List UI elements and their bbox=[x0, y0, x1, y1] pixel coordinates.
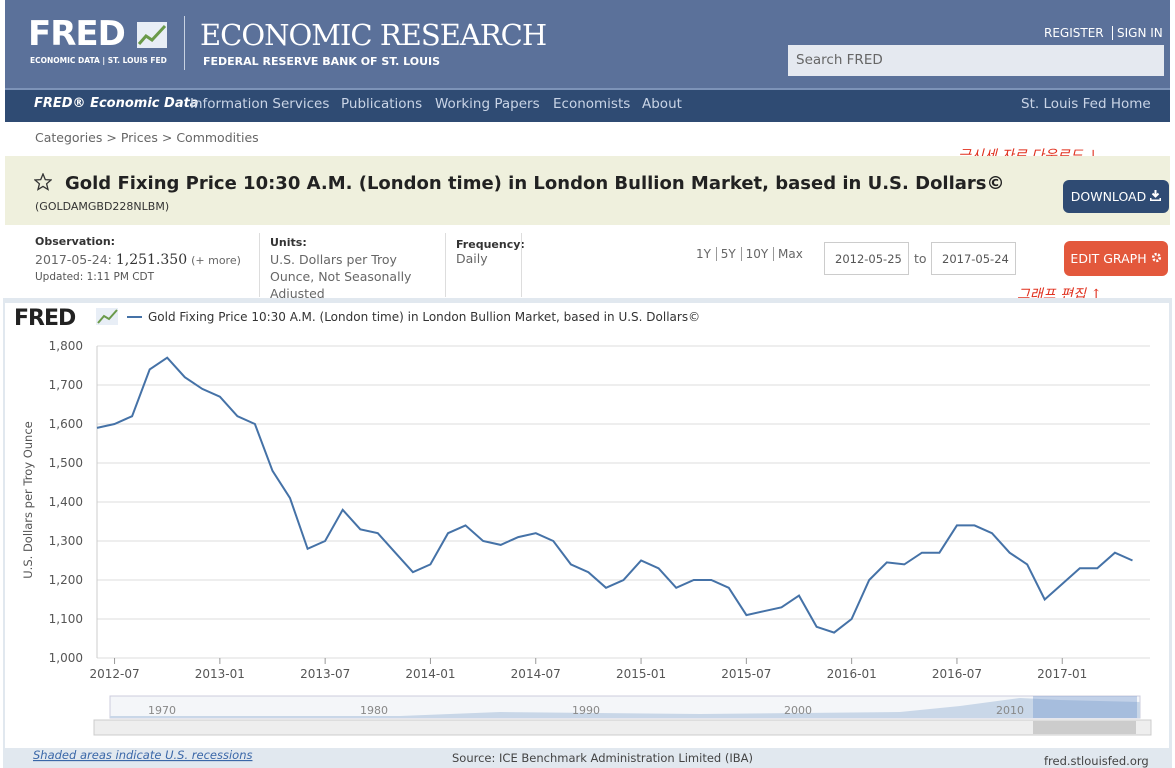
navigator-year: 2000 bbox=[784, 704, 812, 717]
y-tick-label: 1,100 bbox=[49, 612, 83, 626]
crumb[interactable]: Categories bbox=[35, 130, 103, 145]
recession-note[interactable]: Shaded areas indicate U.S. recessions bbox=[33, 748, 252, 762]
search-input[interactable]: Search FRED bbox=[788, 45, 1164, 76]
button-label: DOWNLOAD bbox=[1070, 189, 1147, 204]
y-tick-label: 1,400 bbox=[49, 495, 83, 509]
download-icon bbox=[1149, 190, 1162, 202]
label: Observation: bbox=[35, 235, 116, 248]
crumb[interactable]: Commodities bbox=[176, 130, 259, 145]
org-sub: FEDERAL RESERVE BANK OF ST. LOUIS bbox=[203, 55, 441, 68]
separator: > bbox=[106, 130, 117, 145]
logo-icon bbox=[137, 22, 167, 48]
nav-item[interactable]: St. Louis Fed Home bbox=[1021, 96, 1151, 112]
to-label: to bbox=[914, 251, 927, 266]
scrollbar-thumb[interactable] bbox=[1033, 721, 1136, 734]
navigator-series bbox=[110, 698, 1140, 718]
label: Units: bbox=[270, 236, 307, 249]
y-tick-label: 1,700 bbox=[49, 378, 83, 392]
title-band bbox=[5, 156, 1170, 225]
navigator-year: 1990 bbox=[572, 704, 600, 717]
nav-item[interactable]: Working Papers bbox=[435, 96, 540, 112]
x-tick-label: 2017-01 bbox=[1037, 667, 1087, 681]
more-link[interactable]: (+ more) bbox=[191, 254, 241, 267]
scrollbar[interactable] bbox=[93, 719, 1152, 736]
y-tick-label: 1,600 bbox=[49, 417, 83, 431]
button-label: EDIT GRAPH bbox=[1070, 251, 1147, 266]
range-button[interactable]: 5Y bbox=[720, 247, 742, 261]
updated: Updated: 1:11 PM CDT bbox=[35, 271, 155, 283]
nav-item[interactable]: Economists bbox=[553, 96, 631, 112]
source: Source: ICE Benchmark Administration Lim… bbox=[452, 751, 753, 765]
gear-icon bbox=[1151, 252, 1161, 263]
series-title: Gold Fixing Price 10:30 A.M. (London tim… bbox=[65, 173, 1005, 194]
end-date-input[interactable]: 2017-05-24 bbox=[931, 242, 1016, 275]
navigator-year: 1970 bbox=[148, 704, 176, 717]
x-tick-label: 2012-07 bbox=[89, 667, 139, 681]
nav-item[interactable]: About bbox=[642, 96, 682, 112]
divider bbox=[445, 233, 446, 297]
y-tick-label: 1,000 bbox=[49, 651, 83, 665]
sign-in-link[interactable]: SIGN IN bbox=[1117, 26, 1163, 40]
navigator-selection[interactable] bbox=[1033, 696, 1137, 718]
divider bbox=[184, 16, 185, 70]
x-tick-label: 2016-07 bbox=[932, 667, 982, 681]
logo-sub: ECONOMIC DATA | ST. LOUIS FED bbox=[30, 56, 167, 65]
org-name: ECONOMIC RESEARCH bbox=[200, 18, 547, 52]
x-tick-label: 2015-07 bbox=[721, 667, 771, 681]
nav-item[interactable]: Publications bbox=[341, 96, 423, 112]
chart-logo: FRED bbox=[14, 306, 76, 331]
observation: 2017-05-24: 1,251.350 (+ more) bbox=[35, 252, 241, 268]
navigator-year: 2010 bbox=[996, 704, 1024, 717]
chart: FRED Gold Fixing Price 10:30 A.M. (Londo… bbox=[3, 298, 1172, 768]
site: fred.stlouisfed.org bbox=[1044, 754, 1149, 768]
data-line bbox=[96, 356, 1133, 634]
units: U.S. Dollars per Troy Ounce, Not Seasona… bbox=[270, 252, 412, 301]
range-button[interactable]: Max bbox=[778, 247, 803, 261]
crumb[interactable]: Prices bbox=[120, 130, 158, 145]
obs-value: 1,251.350 bbox=[115, 252, 188, 268]
start-date-input[interactable]: 2012-05-25 bbox=[824, 242, 909, 275]
divider bbox=[259, 233, 260, 297]
y-tick-label: 1,200 bbox=[49, 573, 83, 587]
series-id: (GOLDAMGBD228NLBM) bbox=[35, 200, 170, 213]
nav-item[interactable]: FRED® Economic Data bbox=[34, 96, 199, 111]
star-icon[interactable] bbox=[34, 173, 52, 191]
label: Frequency: bbox=[456, 238, 525, 251]
obs-date: 2017-05-24: bbox=[35, 252, 112, 267]
separator: > bbox=[161, 130, 173, 145]
x-tick-label: 2014-07 bbox=[511, 667, 561, 681]
divider bbox=[521, 233, 522, 297]
register-link[interactable]: REGISTER bbox=[1044, 26, 1113, 40]
x-tick-label: 2013-01 bbox=[195, 667, 245, 681]
x-tick-label: 2013-07 bbox=[300, 667, 350, 681]
frequency: Daily bbox=[456, 251, 488, 266]
range-button[interactable]: 1Y bbox=[696, 247, 717, 261]
nav-item[interactable]: Information Services bbox=[190, 96, 330, 112]
breadcrumb: Categories > Prices > Commodities bbox=[35, 130, 259, 145]
legend-label: Gold Fixing Price 10:30 A.M. (London tim… bbox=[148, 310, 700, 324]
nav-bar bbox=[5, 88, 1170, 122]
x-tick-label: 2014-01 bbox=[405, 667, 455, 681]
y-axis-label: U.S. Dollars per Troy Ounce bbox=[21, 421, 35, 578]
chart-logo-icon bbox=[96, 308, 118, 325]
chart-background bbox=[5, 303, 1169, 748]
navigator-year: 1980 bbox=[360, 704, 388, 717]
range-button[interactable]: 10Y bbox=[745, 247, 775, 261]
logo[interactable]: FRED bbox=[28, 14, 126, 54]
x-tick-label: 2016-01 bbox=[827, 667, 877, 681]
range-buttons: 1Y 5Y 10Y Max bbox=[696, 247, 803, 261]
chart-logo-icon bbox=[97, 309, 118, 324]
edit-graph-button[interactable]: EDIT GRAPH bbox=[1064, 241, 1168, 276]
y-tick-label: 1,500 bbox=[49, 456, 83, 470]
x-tick-label: 2015-01 bbox=[616, 667, 666, 681]
y-tick-label: 1,300 bbox=[49, 534, 83, 548]
download-button[interactable]: DOWNLOAD bbox=[1063, 180, 1169, 213]
y-tick-label: 1,800 bbox=[49, 339, 83, 353]
